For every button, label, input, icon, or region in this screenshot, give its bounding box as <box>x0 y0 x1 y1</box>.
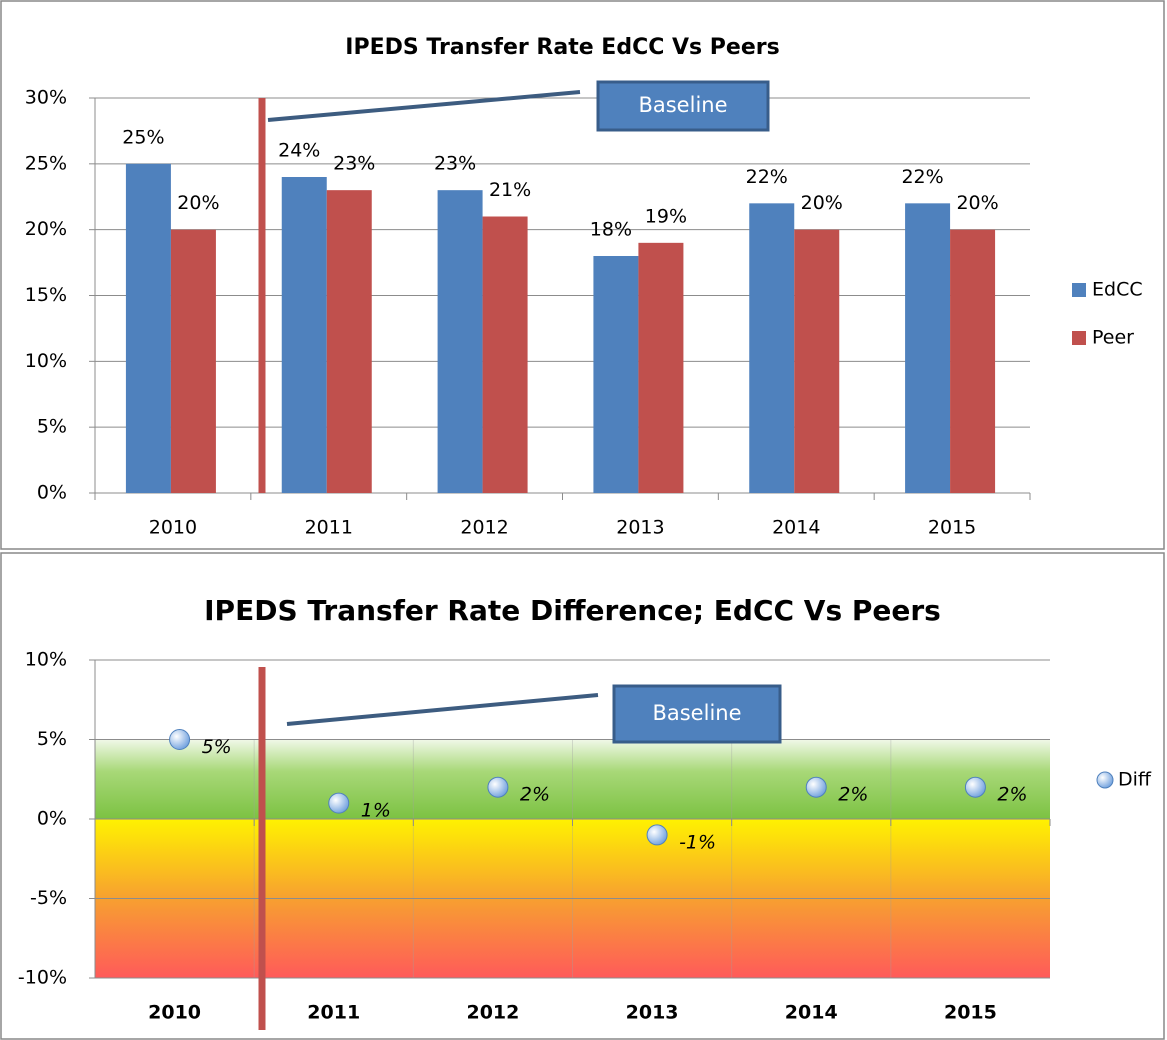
x-tick-label: 2011 <box>305 517 353 539</box>
bar <box>281 177 327 493</box>
dot <box>328 792 350 814</box>
y-tick-label: -10% <box>18 967 67 989</box>
y-tick-label: 0% <box>37 482 67 504</box>
legend-label: Diff <box>1118 769 1152 791</box>
callout-line <box>286 693 599 726</box>
data-label: 19% <box>645 205 687 227</box>
data-label: 25% <box>122 126 164 148</box>
y-tick-label: 10% <box>25 350 67 372</box>
callout-line <box>267 90 581 122</box>
data-label: 1% <box>361 800 391 822</box>
chart-title: IPEDS Transfer Rate Difference; EdCC Vs … <box>204 594 941 627</box>
dot <box>487 776 509 798</box>
legend-swatch <box>1072 331 1086 345</box>
x-tick-label: 2014 <box>772 517 820 539</box>
data-label: 24% <box>278 140 320 162</box>
data-label: -1% <box>679 831 716 853</box>
data-label: 5% <box>202 736 232 758</box>
bar <box>905 203 951 494</box>
x-tick-label: 2012 <box>460 517 508 539</box>
bar <box>125 163 171 494</box>
x-tick-label: 2015 <box>928 517 976 539</box>
bar <box>170 229 216 493</box>
callout-text: Baseline <box>652 701 741 725</box>
bar <box>638 242 684 493</box>
y-tick-label: 20% <box>25 218 67 240</box>
x-tick-label: 2011 <box>307 1002 360 1024</box>
y-tick-label: 5% <box>37 728 67 750</box>
y-tick-label: 0% <box>37 808 67 830</box>
data-label: 23% <box>333 153 375 175</box>
x-tick-label: 2015 <box>944 1002 997 1024</box>
data-label: 23% <box>434 153 476 175</box>
bar <box>437 190 483 493</box>
chart-title: IPEDS Transfer Rate EdCC Vs Peers <box>345 35 779 60</box>
data-label: 2% <box>838 784 868 806</box>
dot <box>169 729 191 750</box>
dot <box>805 776 827 798</box>
x-tick-label: 2013 <box>616 517 664 539</box>
legend-label: EdCC <box>1092 279 1143 301</box>
data-label: 22% <box>901 166 943 188</box>
legend-swatch <box>1072 283 1086 297</box>
bar <box>482 216 528 493</box>
x-tick-label: 2010 <box>149 517 197 539</box>
legend-label: Peer <box>1092 327 1134 349</box>
chart-border <box>0 552 1165 1040</box>
bar <box>950 229 996 493</box>
x-tick-label: 2010 <box>148 1002 201 1024</box>
data-label: 2% <box>997 784 1027 806</box>
data-label: 2% <box>520 784 550 806</box>
y-tick-label: 5% <box>37 416 67 438</box>
callout-box <box>596 80 770 132</box>
dot <box>646 824 668 846</box>
y-tick-label: 25% <box>25 152 67 174</box>
y-tick-label: -5% <box>30 887 67 909</box>
y-tick-label: 30% <box>25 87 67 109</box>
x-tick-label: 2013 <box>626 1002 679 1024</box>
bar <box>326 190 372 493</box>
data-label: 20% <box>177 192 219 214</box>
positive-band <box>95 739 1050 819</box>
data-label: 18% <box>590 219 632 241</box>
chart-border <box>0 0 1165 550</box>
callout-box <box>612 684 782 744</box>
bar <box>749 203 795 494</box>
legend-swatch <box>1096 771 1114 789</box>
data-label: 20% <box>801 192 843 214</box>
x-tick-label: 2014 <box>785 1002 838 1024</box>
bar <box>794 229 840 493</box>
data-label: 22% <box>746 166 788 188</box>
data-label: 21% <box>489 179 531 201</box>
data-label: 20% <box>956 192 998 214</box>
x-tick-label: 2012 <box>466 1002 519 1024</box>
y-tick-label: 15% <box>25 284 67 306</box>
dot <box>964 776 986 798</box>
y-tick-label: 10% <box>25 649 67 671</box>
bar <box>593 256 639 493</box>
callout-text: Baseline <box>638 93 727 117</box>
